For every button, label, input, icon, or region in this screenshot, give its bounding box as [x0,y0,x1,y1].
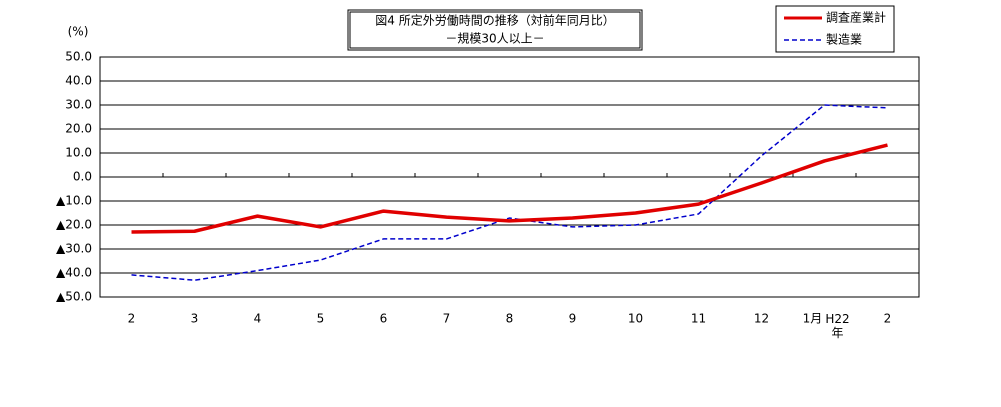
series-line [131,104,888,281]
title-box [347,9,643,51]
y-tick-label: 50.0 [65,50,92,64]
chart-title: 図4 所定外労働時間の推移（対前年同月比） [375,13,614,28]
y-tick-label: 10.0 [65,146,92,160]
legend-label: 調査産業計 [826,10,886,25]
y-axis-label: (%) [68,25,89,39]
y-tick-label: ▲40.0 [56,266,92,280]
legend-box [775,5,895,53]
x-tick-label: 11 [691,312,706,326]
x-tick-label: 12 [754,312,769,326]
y-tick-label: ▲50.0 [56,290,92,304]
x-tick-label: 2 [884,312,892,326]
x-tick-label: 6 [380,312,388,326]
y-tick-label: ▲30.0 [56,242,92,256]
y-tick-label: 0.0 [73,170,92,184]
x-tick-label: 10 [628,312,643,326]
y-tick-label: ▲20.0 [56,218,92,232]
x-tick-label: 1月 [803,312,823,326]
title-box-inner [349,11,641,49]
y-tick-label: ▲10.0 [56,194,92,208]
x-tick-label: 3 [191,312,199,326]
legend-label: 製造業 [826,33,862,47]
x-tick-label: 7 [443,312,451,326]
chart-subtitle: －規模30人以上－ [445,31,544,46]
series-line [131,143,888,234]
y-tick-label: 20.0 [65,122,92,136]
plot-border [99,56,920,298]
y-tick-label: 40.0 [65,74,92,88]
x-tick-label: 4 [254,312,262,326]
x-tick-label: 8 [506,312,514,326]
x-tick-label: 9 [569,312,577,326]
x-tick-label: 5 [317,312,325,326]
x-tick-label: 2 [128,312,136,326]
y-tick-label: 30.0 [65,98,92,112]
year-label: H22年 [825,312,850,340]
